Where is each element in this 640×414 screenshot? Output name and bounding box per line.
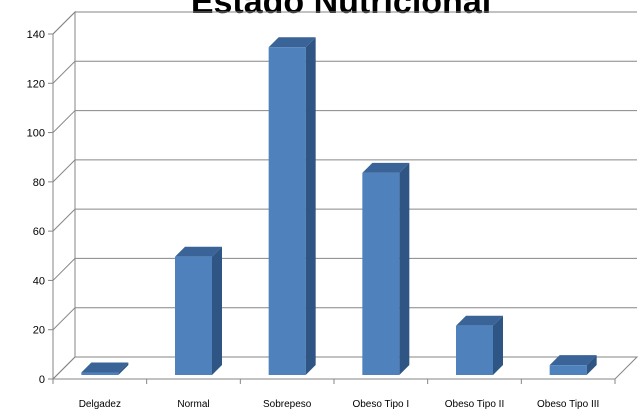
y-tick-label: 0 xyxy=(39,374,45,386)
gridline xyxy=(52,356,637,380)
gridline xyxy=(52,257,637,281)
x-tick-label: Normal xyxy=(177,399,209,410)
y-tick-label: 40 xyxy=(33,275,45,287)
y-tick-label: 140 xyxy=(27,29,45,41)
gridline xyxy=(52,110,637,133)
gridline xyxy=(52,11,637,35)
bar-top xyxy=(81,362,129,373)
y-tick-label: 60 xyxy=(33,226,45,238)
bar-top xyxy=(362,162,410,173)
gridline xyxy=(52,208,637,232)
bar-side xyxy=(493,315,503,375)
x-tick-label: Obeso Tipo I xyxy=(352,399,409,410)
bar xyxy=(549,365,587,375)
bar-side xyxy=(399,162,410,375)
x-tick-label: Obeso Tipo II xyxy=(445,399,504,410)
bar-top xyxy=(549,355,597,366)
y-tick-label: 20 xyxy=(33,325,45,337)
gridline xyxy=(52,159,637,183)
x-tick-label: Sobrepeso xyxy=(263,399,312,410)
bar-side xyxy=(118,362,129,375)
x-tick-label: Obeso Tipo III xyxy=(537,399,599,410)
gridline xyxy=(52,60,637,84)
bar xyxy=(268,47,306,375)
bar xyxy=(456,325,493,375)
bar xyxy=(81,372,119,375)
x-tick-label: Delgadez xyxy=(79,399,121,410)
bar-side xyxy=(212,246,222,375)
gridline xyxy=(52,307,637,331)
chart-title: Estado Nutricional xyxy=(190,0,492,21)
bar xyxy=(175,256,212,375)
bar-side xyxy=(305,37,316,375)
bar-top xyxy=(175,246,222,257)
floor xyxy=(51,356,639,380)
bar-top xyxy=(456,315,503,326)
bar xyxy=(362,172,400,375)
bar-side xyxy=(586,355,597,375)
y-tick-label: 80 xyxy=(33,177,45,189)
y-tick-label: 120 xyxy=(27,78,45,90)
bar-top xyxy=(268,37,316,48)
side-wall xyxy=(52,10,76,381)
y-tick-label: 100 xyxy=(27,128,45,140)
